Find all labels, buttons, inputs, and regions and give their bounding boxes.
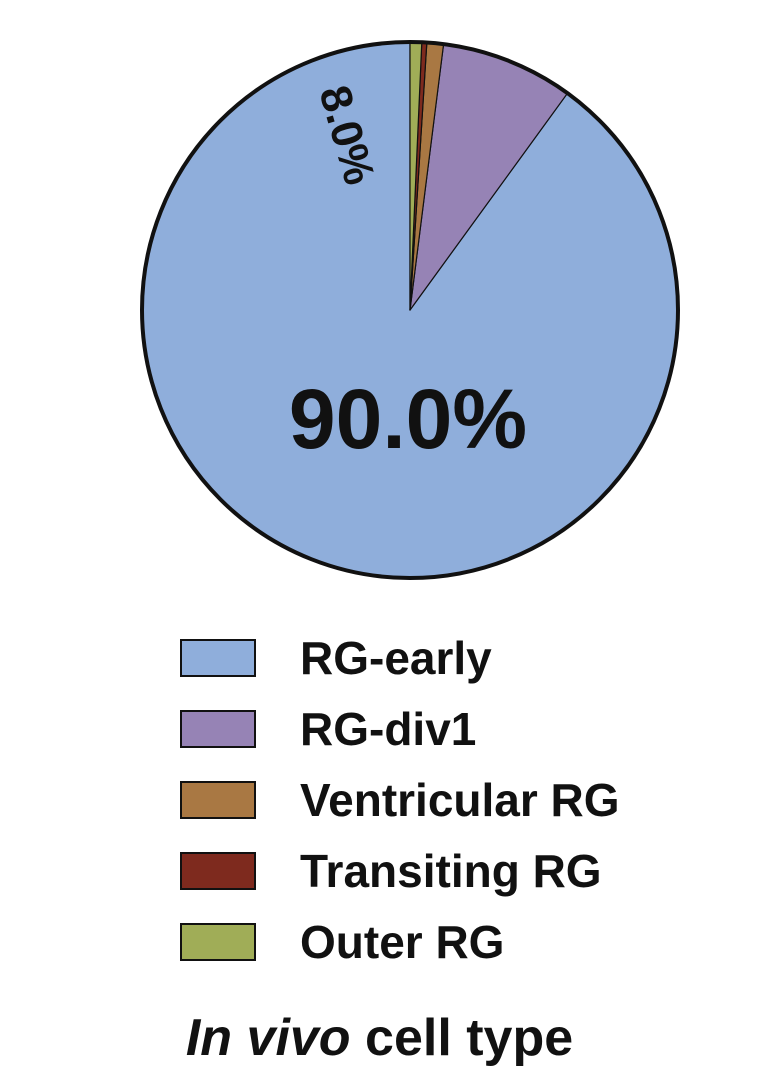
pie-chart: 90.0%8.0% xyxy=(140,40,680,580)
legend: RG-early RG-div1 Ventricular RG Transiti… xyxy=(180,622,620,977)
caption-italic: In vivo xyxy=(185,1009,351,1067)
legend-label-rg-div1: RG-div1 xyxy=(300,702,477,755)
legend-item-transiting-rg: Transiting RG xyxy=(180,835,620,906)
caption-rest: cell type xyxy=(365,1009,574,1067)
legend-swatch-rg-div1 xyxy=(180,709,256,748)
legend-item-rg-div1: RG-div1 xyxy=(180,693,620,764)
data-label-rg-early: 90.0% xyxy=(289,372,527,466)
legend-label-outer-rg: Outer RG xyxy=(300,915,505,968)
legend-label-transiting-rg: Transiting RG xyxy=(300,844,602,897)
legend-item-ventricular-rg: Ventricular RG xyxy=(180,764,620,835)
legend-label-ventricular-rg: Ventricular RG xyxy=(300,773,620,826)
legend-swatch-transiting-rg xyxy=(180,851,256,890)
legend-swatch-outer-rg xyxy=(180,922,256,961)
legend-item-rg-early: RG-early xyxy=(180,622,620,693)
chart-caption: In vivo cell type xyxy=(0,1008,759,1068)
pie-outline xyxy=(140,40,680,580)
legend-swatch-ventricular-rg xyxy=(180,780,256,819)
legend-item-outer-rg: Outer RG xyxy=(180,906,620,977)
legend-label-rg-early: RG-early xyxy=(300,631,492,684)
legend-swatch-rg-early xyxy=(180,638,256,677)
